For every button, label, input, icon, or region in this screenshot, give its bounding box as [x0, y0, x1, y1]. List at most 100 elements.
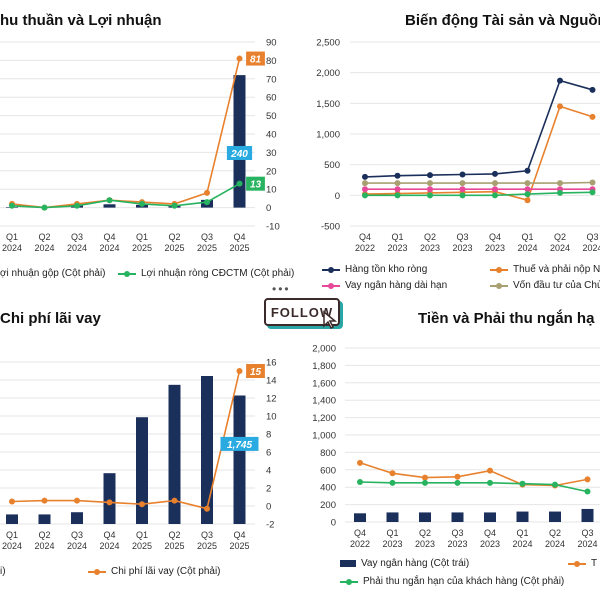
x-tick-label: 2024 [67, 541, 87, 551]
x-tick-label: 2023 [382, 539, 402, 549]
orange-line-swatch-icon [568, 560, 586, 567]
follow-button[interactable]: FOLLOW [262, 294, 342, 330]
green-line-swatch-icon [118, 270, 136, 277]
bank-loan-bar [354, 513, 366, 522]
bank-loan-bar [38, 514, 51, 524]
chart4-legend-cash: T [568, 558, 597, 569]
x-tick-label: 2024 [550, 243, 570, 253]
interest-expense-point [9, 498, 15, 505]
y-tick-label: 800 [320, 448, 336, 459]
x-tick-label: 2024 [582, 243, 600, 253]
navy-bar-swatch-icon [340, 560, 356, 567]
y-tick-label: -500 [321, 222, 340, 233]
cash-point [422, 474, 428, 481]
receivables-line [359, 481, 588, 493]
y-tick-label: 200 [320, 500, 336, 511]
bank-loan-data-label: 1,745 [227, 440, 252, 451]
net-profit-point [9, 202, 15, 209]
bank-loan-bar [233, 395, 246, 524]
y-tick-label: 50 [266, 111, 277, 122]
bank-loan-bar [419, 512, 431, 522]
bank-loan-bar [136, 417, 148, 524]
net-profit-point [139, 200, 145, 207]
tax-payable-point [524, 197, 531, 204]
x-tick-label: 2024 [99, 541, 119, 551]
owner-equity-point [459, 180, 466, 187]
x-tick-label: Q3 [456, 232, 468, 242]
y-tick-label: 2,500 [316, 38, 340, 49]
other-point [492, 192, 498, 199]
chart1-legend-net: Lợi nhuận ròng CĐCTM (Cột phải) [118, 268, 294, 279]
x-tick-label: 2025 [164, 243, 184, 253]
bank-loan-data-label-bg [220, 436, 259, 451]
cash-point [357, 459, 363, 466]
gross-profit-point [204, 189, 210, 196]
net-profit-point [106, 197, 113, 204]
y-tick-label: 6 [266, 448, 271, 459]
x-tick-label: 2025 [197, 243, 217, 253]
chart4-title: Tiền và Phải thu ngắn hạ [418, 310, 595, 327]
x-tick-label: 2024 [99, 243, 119, 253]
x-tick-label: Q2 [38, 530, 50, 540]
bank-loan-bar [103, 473, 116, 524]
y-tick-label: 8 [266, 430, 271, 441]
chart2-legend-inventory: Hàng tồn kho ròng [322, 264, 427, 275]
y-tick-label: 60 [266, 93, 277, 104]
net-profit-point [74, 202, 80, 209]
x-tick-label: Q1 [136, 232, 148, 242]
x-tick-label: Q2 [168, 530, 180, 540]
chart3-legend: i) Chi phí lãi vay (Cột phải) [0, 566, 300, 580]
x-tick-label: Q1 [391, 232, 403, 242]
y-tick-label: -10 [266, 222, 280, 233]
chart2-title: Biến động Tài sản và Nguồn [405, 12, 600, 29]
bank-loan-bar [549, 511, 561, 522]
x-tick-label: Q3 [201, 232, 213, 242]
revenue-bar [103, 204, 116, 208]
owner-equity-point [492, 180, 498, 187]
x-tick-label: Q3 [201, 530, 213, 540]
inventory-point [524, 167, 531, 174]
x-tick-label: 2024 [34, 541, 54, 551]
y-tick-label: 0 [335, 191, 340, 202]
x-tick-label: Q1 [521, 232, 533, 242]
chart2-legend-longloan: Vay ngân hàng dài hạn [322, 280, 447, 291]
bank-loan-bar [168, 384, 181, 524]
inventory-point [394, 172, 401, 179]
cash-point [584, 476, 591, 483]
chart3-legend-bar: i) [0, 566, 6, 577]
y-tick-label: 0 [266, 203, 271, 214]
other-point [427, 192, 433, 199]
x-tick-label: 2025 [132, 541, 152, 551]
cash-line [359, 462, 588, 487]
chart4-legend-bankloan: Vay ngân hàng (Cột trái) [340, 558, 469, 569]
y-tick-label: 1,600 [312, 378, 336, 389]
tax-payable-point [557, 103, 563, 110]
x-tick-label: 2023 [480, 539, 500, 549]
long-term-loan-point [459, 186, 466, 193]
x-tick-label: 2024 [517, 243, 537, 253]
inventory-point [362, 173, 368, 180]
y-tick-label: 90 [266, 38, 277, 49]
revenue-bar [233, 75, 246, 208]
interest-expense-point [139, 501, 145, 508]
x-tick-label: Q2 [419, 528, 431, 538]
chart4-cash-receivables: 2,000 1,800 1,600 1,400 1,200 1,000 800 600 400 2… [312, 344, 600, 549]
long-term-loan-point [427, 186, 433, 193]
orange-line-swatch-icon [88, 568, 106, 575]
bank-loan-bar [516, 511, 529, 522]
chart3-title: Chi phí lãi vay [0, 310, 101, 327]
x-tick-label: 2023 [452, 243, 472, 253]
x-tick-label: 2025 [164, 541, 184, 551]
x-tick-label: 2025 [197, 541, 217, 551]
y-tick-label: 4 [266, 466, 271, 477]
x-tick-label: Q2 [554, 232, 566, 242]
x-tick-label: Q1 [6, 232, 18, 242]
net-profit-data-label-bg [246, 176, 265, 191]
bank-loan-bar [451, 512, 464, 522]
owner-equity-point [427, 180, 433, 187]
owner-equity-point [394, 180, 401, 187]
cash-point [487, 467, 493, 474]
other-line [365, 191, 593, 197]
receivables-point [422, 479, 428, 486]
owner-equity-line [365, 181, 593, 184]
